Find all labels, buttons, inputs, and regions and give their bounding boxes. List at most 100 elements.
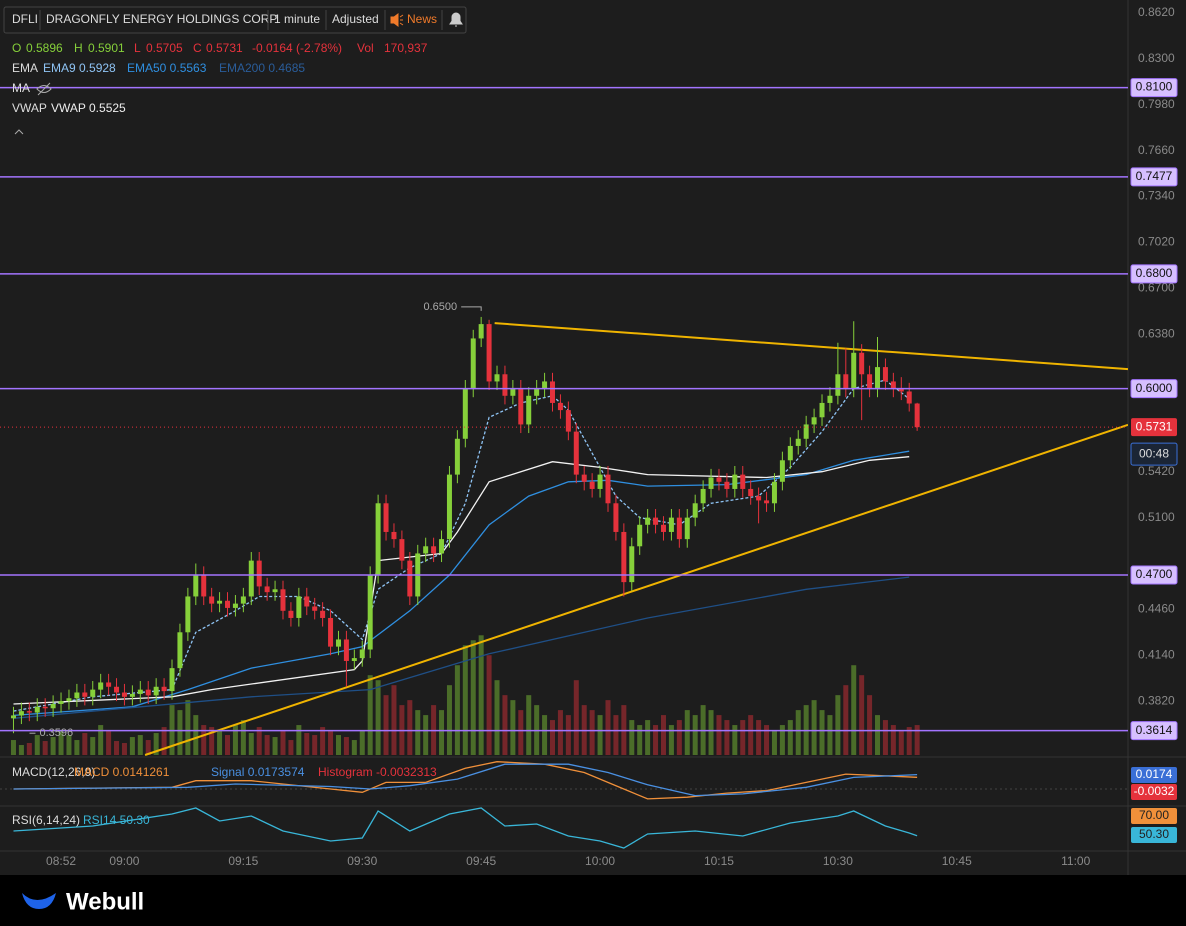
macd-title: MACD(12,26,9) (12, 765, 95, 779)
overlay-line (13, 450, 910, 717)
macd-line (13, 761, 918, 800)
volume-bar (795, 710, 801, 755)
rsi-tag (1131, 827, 1177, 843)
hidden-icon[interactable] (36, 82, 52, 96)
volume-bar (240, 720, 246, 755)
candle-body (106, 682, 112, 687)
candle-body (565, 410, 571, 432)
candle-body (90, 689, 96, 697)
candle-body (676, 517, 682, 540)
legend-value: 0.5705 (146, 41, 183, 55)
volume-bar (185, 700, 191, 755)
candle-body (748, 488, 754, 497)
candle-body (446, 474, 452, 540)
signal-tag (1131, 767, 1177, 783)
candle-body (240, 596, 246, 604)
candle-body (708, 477, 714, 489)
candle-body (145, 689, 151, 696)
volume-bar (518, 710, 524, 755)
candle-body (573, 431, 579, 475)
alert-icon[interactable] (449, 12, 463, 27)
candle-body (589, 481, 595, 489)
legend-value: 0.5731 (206, 41, 243, 55)
volume-bar (550, 720, 556, 755)
candle-body (653, 517, 659, 525)
candle-body (645, 517, 651, 525)
candle-body (304, 596, 310, 607)
plot (0, 316, 1128, 800)
candle-body (660, 524, 666, 532)
volume-bar (129, 737, 135, 755)
news[interactable]: News (407, 12, 437, 26)
candle-body (795, 438, 801, 446)
adjusted[interactable]: Adjusted (332, 12, 379, 26)
background (0, 0, 1186, 875)
legend-label: H (74, 41, 83, 55)
candle-body (225, 600, 231, 608)
volume-bar (114, 741, 120, 755)
volume-bar (716, 715, 722, 755)
level-label: 0.4700 (1136, 567, 1173, 581)
candle-body (835, 374, 841, 396)
volume-bar (201, 725, 207, 755)
candle-body (129, 693, 135, 697)
volume-bar (875, 715, 881, 755)
high-marker-line (461, 306, 482, 311)
legend-change: -0.0164 (-2.78%) (252, 41, 342, 55)
candle-body (82, 692, 88, 697)
y-tick-label: 0.5420 (1138, 464, 1175, 478)
overlay-line (13, 379, 910, 712)
volume-bar (383, 695, 389, 755)
interval[interactable]: 1 minute (274, 12, 320, 26)
volume-bar (82, 733, 88, 755)
candle-body (256, 560, 262, 587)
symbol[interactable]: DFLI (12, 12, 38, 26)
volume-bar (98, 725, 104, 755)
volume-bar (811, 700, 817, 755)
volume-bar (42, 741, 48, 755)
macd-value: MACD 0.0141261 (74, 765, 170, 779)
volume-bar (10, 740, 16, 755)
candle-body (232, 603, 238, 608)
volume-bar (272, 737, 278, 755)
candle-body (843, 374, 849, 389)
trendline (144, 423, 1128, 756)
candle-body (526, 395, 532, 425)
collapse-icon[interactable] (14, 129, 24, 135)
legend-value: EMA200 0.4685 (219, 61, 305, 75)
candle-body (185, 596, 191, 633)
candle-body (557, 402, 563, 411)
legend-label[interactable]: VWAP (12, 101, 47, 115)
legend-label[interactable]: EMA (12, 61, 38, 75)
candle-body (10, 715, 16, 719)
brand: Webull (66, 888, 144, 915)
legend-label[interactable]: MA (12, 81, 30, 95)
candle-body (914, 403, 920, 428)
legend-label: L (134, 41, 141, 55)
volume-bar (867, 695, 873, 755)
plot-layer: 0.8620 0.8300 0.7980 0.7660 0.7340 0.7020 0.67… (0, 5, 1178, 868)
candle-body (486, 324, 492, 382)
volume-bar (391, 685, 397, 755)
footer (0, 875, 1186, 926)
volume-bar (764, 725, 770, 755)
volume-bar (470, 640, 476, 755)
candle-body (58, 701, 64, 704)
high-marker-label: 0.6500 (424, 301, 458, 313)
y-tick-label: 0.5100 (1138, 510, 1175, 524)
volume-bar (605, 700, 611, 755)
volume-bar (882, 720, 888, 755)
overlay-line (13, 456, 910, 705)
candle-body (280, 589, 286, 611)
volume-bar (914, 725, 920, 755)
volume-bar (407, 700, 413, 755)
candle-body (779, 460, 785, 482)
level-label: 0.6000 (1136, 381, 1173, 395)
candle-body (771, 481, 777, 504)
volume-bar (637, 725, 643, 755)
candle-body (66, 698, 72, 702)
x-tick-label: 09:00 (109, 854, 139, 868)
volume-bar (351, 740, 357, 755)
